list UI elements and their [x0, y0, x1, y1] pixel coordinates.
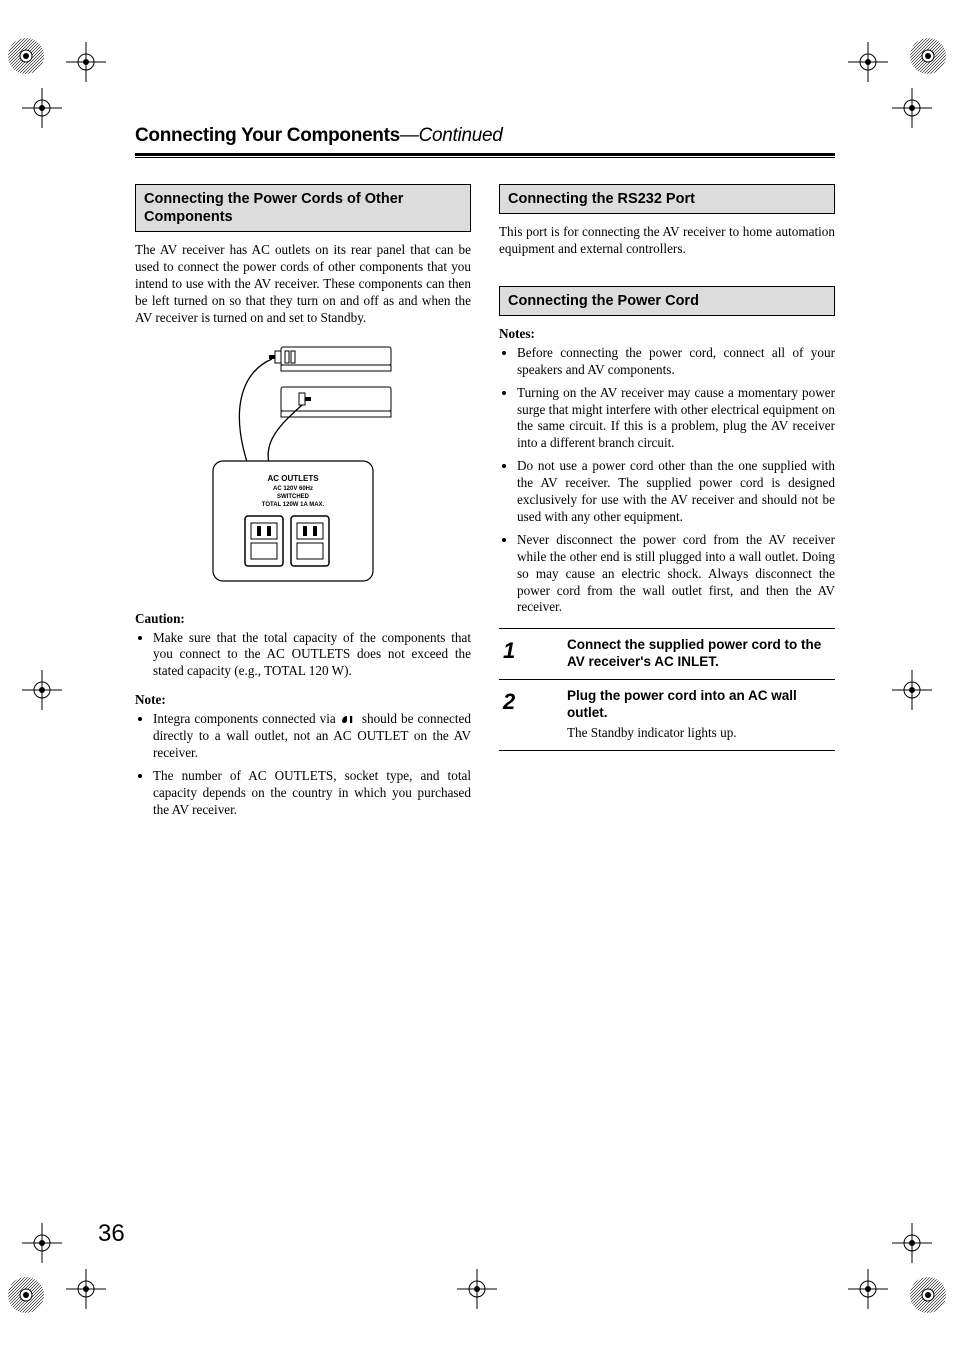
- ac-outlet-diagram: AC OUTLETS AC 120V 60Hz SWITCHED TOTAL 1…: [173, 341, 433, 591]
- section-heading-rs232: Connecting the RS232 Port: [499, 184, 835, 214]
- step-text: Connect the supplied power cord to the A…: [563, 629, 835, 680]
- page-title-main: Connecting Your Components: [135, 125, 400, 146]
- outlet-title-text: AC OUTLETS: [267, 474, 319, 483]
- outlet-line4-text: TOTAL 120W 1A MAX.: [262, 502, 325, 508]
- registration-mark-icon: [848, 1269, 888, 1309]
- title-rule-thin: [135, 157, 835, 158]
- step-text: Plug the power cord into an AC wall outl…: [563, 680, 835, 751]
- page-title-continued: —Continued: [400, 125, 503, 146]
- step-number: 1: [499, 629, 563, 680]
- registration-mark-icon: [892, 670, 932, 710]
- outlet-line2-text: AC 120V 60Hz: [273, 486, 313, 492]
- print-mark-circle: [908, 36, 948, 76]
- left-column: Connecting the Power Cords of Other Comp…: [135, 184, 471, 831]
- note-item-pre: Integra components connected via: [153, 711, 340, 726]
- spacer: [499, 272, 835, 286]
- print-mark-circle: [908, 1275, 948, 1315]
- registration-mark-icon: [848, 42, 888, 82]
- steps-table: 1 Connect the supplied power cord to the…: [499, 628, 835, 750]
- manual-page: Connecting Your Components—Continued Con…: [0, 0, 954, 1351]
- list-item: Integra components connected via should …: [153, 711, 471, 762]
- table-row: 2 Plug the power cord into an AC wall ou…: [499, 680, 835, 751]
- registration-mark-icon: [892, 1223, 932, 1263]
- note-label: Note:: [135, 692, 471, 709]
- print-mark-circle: [6, 1275, 46, 1315]
- registration-mark-icon: [892, 88, 932, 128]
- caution-list: Make sure that the total capacity of the…: [135, 630, 471, 681]
- page-content: Connecting Your Components—Continued Con…: [135, 125, 835, 831]
- list-item: Do not use a power cord other than the o…: [517, 458, 835, 526]
- page-number: 36: [98, 1220, 125, 1248]
- section-heading-power-cords-other: Connecting the Power Cords of Other Comp…: [135, 184, 471, 232]
- right-column: Connecting the RS232 Port This port is f…: [499, 184, 835, 831]
- registration-mark-icon: [22, 1223, 62, 1263]
- registration-mark-icon: [457, 1269, 497, 1309]
- page-title: Connecting Your Components—Continued: [135, 125, 835, 147]
- registration-mark-icon: [22, 670, 62, 710]
- note-list: Integra components connected via should …: [135, 711, 471, 818]
- registration-mark-icon: [22, 88, 62, 128]
- list-item: Make sure that the total capacity of the…: [153, 630, 471, 681]
- body-paragraph: This port is for connecting the AV recei…: [499, 224, 835, 258]
- list-item: The number of AC OUTLETS, socket type, a…: [153, 768, 471, 819]
- body-paragraph: The AV receiver has AC outlets on its re…: [135, 242, 471, 326]
- list-item: Never disconnect the power cord from the…: [517, 532, 835, 616]
- registration-mark-icon: [66, 1269, 106, 1309]
- power-notes-list: Before connecting the power cord, connec…: [499, 345, 835, 616]
- ri-icon: [340, 714, 358, 725]
- notes-label: Notes:: [499, 326, 835, 343]
- title-rule-thick: [135, 153, 835, 156]
- table-row: 1 Connect the supplied power cord to the…: [499, 629, 835, 680]
- list-item: Before connecting the power cord, connec…: [517, 345, 835, 379]
- two-column-layout: Connecting the Power Cords of Other Comp…: [135, 184, 835, 831]
- step-plain-text: The Standby indicator lights up.: [567, 725, 831, 742]
- print-mark-circle: [6, 36, 46, 76]
- caution-label: Caution:: [135, 611, 471, 628]
- step-bold-text: Connect the supplied power cord to the A…: [567, 637, 831, 671]
- registration-mark-icon: [66, 42, 106, 82]
- section-heading-power-cord: Connecting the Power Cord: [499, 286, 835, 316]
- diagram-svg: AC OUTLETS AC 120V 60Hz SWITCHED TOTAL 1…: [173, 341, 433, 591]
- step-bold-text: Plug the power cord into an AC wall outl…: [567, 688, 831, 722]
- outlet-line3-text: SWITCHED: [277, 494, 310, 500]
- list-item: Turning on the AV receiver may cause a m…: [517, 385, 835, 453]
- step-number: 2: [499, 680, 563, 751]
